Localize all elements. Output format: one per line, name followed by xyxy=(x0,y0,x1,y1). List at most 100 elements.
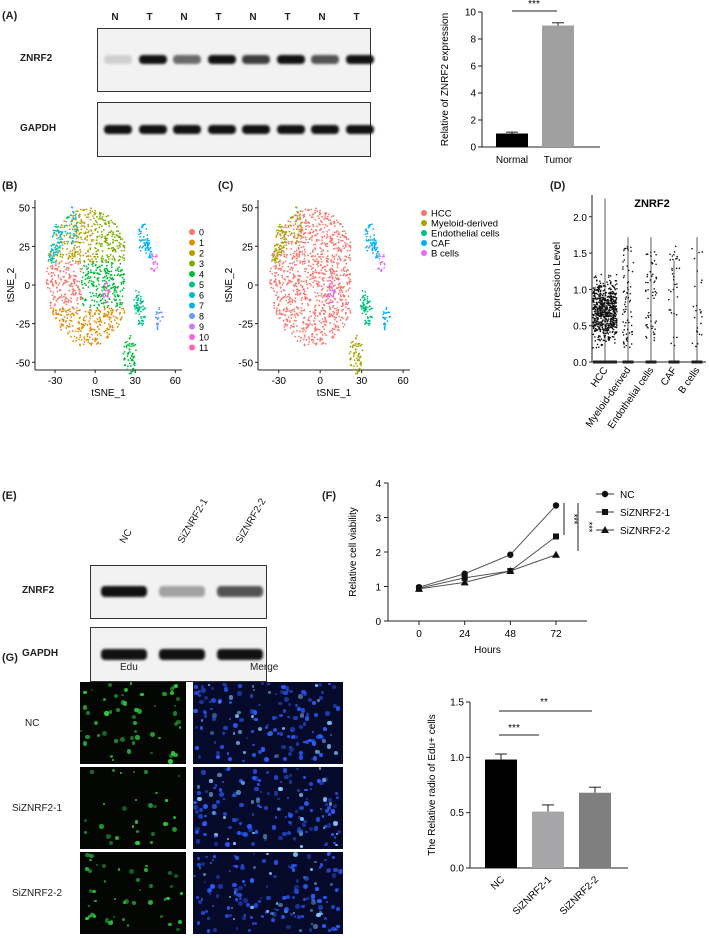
cell-nucleus xyxy=(131,824,135,828)
cell-nucleus xyxy=(233,854,237,858)
cell-nucleus xyxy=(252,709,258,715)
tsne-point xyxy=(79,248,82,251)
tsne-point xyxy=(87,281,90,284)
tsne-point xyxy=(325,270,328,273)
tsne-point xyxy=(355,351,358,353)
tsne-point xyxy=(116,303,119,306)
tsne-point xyxy=(296,279,299,282)
tsne-point xyxy=(137,307,140,310)
tsne-point xyxy=(349,280,352,283)
tsne-point xyxy=(333,328,336,331)
x-tick-label: 60 xyxy=(398,376,410,387)
tsne-point xyxy=(140,306,143,309)
cell-nucleus xyxy=(265,726,269,730)
tsne-point xyxy=(290,325,293,327)
tsne-point xyxy=(55,300,58,303)
tsne-point xyxy=(161,316,163,318)
cell-nucleus xyxy=(223,732,226,735)
cell-point xyxy=(628,332,631,334)
tsne-point xyxy=(149,256,152,259)
cell-point xyxy=(626,328,629,331)
cell-point xyxy=(646,325,648,328)
tsne-point xyxy=(116,286,119,289)
tsne-point xyxy=(91,263,93,266)
tsne-point xyxy=(135,295,138,298)
tsne-point xyxy=(326,261,329,263)
tsne-point xyxy=(62,310,64,313)
tsne-point xyxy=(107,295,109,298)
tsne-point xyxy=(378,257,381,260)
tsne-point xyxy=(84,298,87,301)
tsne-point xyxy=(301,210,304,213)
tsne-point xyxy=(106,331,109,334)
legend-marker xyxy=(601,490,609,498)
tsne-point xyxy=(61,299,64,302)
tsne-point xyxy=(114,299,117,302)
tsne-point xyxy=(274,248,277,251)
tsne-point xyxy=(97,320,100,323)
tsne-point xyxy=(103,314,105,317)
tsne-point xyxy=(122,282,125,285)
cell-nucleus xyxy=(305,740,309,744)
tsne-point xyxy=(294,316,297,319)
tsne-point xyxy=(289,301,292,303)
tsne-point xyxy=(60,224,63,226)
tsne-point xyxy=(277,246,280,249)
cell-nucleus xyxy=(174,683,178,688)
tsne-point xyxy=(326,286,329,288)
tsne-point xyxy=(91,338,94,341)
tsne-point xyxy=(312,263,315,266)
cell-nucleus xyxy=(317,778,322,783)
tsne-point xyxy=(345,270,348,273)
legend-label: CAF xyxy=(431,239,450,250)
cell-nucleus xyxy=(84,830,88,834)
cell-nucleus xyxy=(158,736,161,739)
chart-title: ZNRF2 xyxy=(634,198,669,210)
tsne-point xyxy=(293,314,296,316)
tsne-point xyxy=(123,259,125,262)
tsne-point xyxy=(315,328,318,330)
y-tick-label: 6 xyxy=(470,62,476,73)
tsne-point xyxy=(109,253,112,256)
tsne-point xyxy=(346,269,349,271)
y-tick-label: -25 xyxy=(239,320,254,331)
tsne-point xyxy=(316,282,319,285)
y-tick-label: 1 xyxy=(375,583,381,594)
tsne-point xyxy=(101,264,103,267)
tsne-point xyxy=(54,229,56,232)
cell-point xyxy=(601,320,604,322)
tsne-point xyxy=(107,285,109,288)
tsne-point xyxy=(71,285,74,288)
cell-nucleus xyxy=(311,896,316,901)
tsne-point xyxy=(299,224,302,227)
tsne-point xyxy=(320,221,323,223)
tsne-point xyxy=(112,292,114,295)
tsne-point xyxy=(382,313,385,316)
cell-nucleus xyxy=(310,900,316,906)
tsne-point xyxy=(368,245,371,248)
tsne-point xyxy=(94,247,96,249)
tsne-point xyxy=(86,235,89,238)
tsne-point xyxy=(298,281,301,284)
cell-point xyxy=(647,288,649,291)
tsne-point xyxy=(336,235,339,238)
tsne-point xyxy=(65,280,68,282)
cell-nucleus xyxy=(293,863,297,867)
tsne-point xyxy=(108,231,110,234)
cell-point xyxy=(612,330,614,333)
cell-nucleus xyxy=(299,713,305,718)
tsne-point xyxy=(46,267,49,270)
tsne-point xyxy=(292,252,295,255)
cell-nucleus xyxy=(155,791,158,795)
tsne-point xyxy=(118,306,121,309)
tsne-point xyxy=(371,223,373,226)
tsne-point xyxy=(60,278,63,281)
tsne-point xyxy=(74,289,76,292)
tsne-point xyxy=(72,225,75,228)
tsne-point xyxy=(80,338,83,341)
legend-label: 6 xyxy=(199,291,204,301)
tsne-point xyxy=(55,282,58,285)
tsne-point xyxy=(330,239,333,242)
cell-point xyxy=(622,254,625,257)
tsne-point xyxy=(105,241,107,244)
